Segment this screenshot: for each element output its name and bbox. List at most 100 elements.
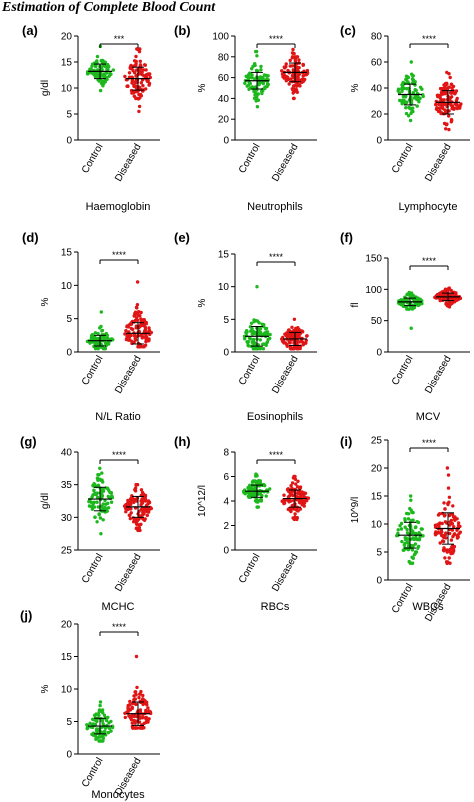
data-point <box>296 509 300 513</box>
data-point <box>409 326 413 330</box>
data-point <box>408 118 413 123</box>
data-point <box>85 726 90 731</box>
data-point <box>450 522 455 526</box>
data-point <box>259 498 263 502</box>
data-point <box>447 127 451 132</box>
data-point <box>133 80 137 84</box>
data-point <box>409 498 413 502</box>
data-point <box>249 486 253 491</box>
data-point <box>256 346 260 350</box>
y-tick-label: 35 <box>61 480 73 491</box>
data-point <box>417 96 421 100</box>
y-tick-label: 0 <box>376 136 382 147</box>
panel-b: (b) 0 20 40 60 80 100% Control Diseased **** Neutr… <box>174 23 317 213</box>
data-point <box>134 305 139 310</box>
data-point <box>438 109 442 113</box>
data-point <box>254 91 258 96</box>
data-point <box>395 534 399 538</box>
data-point <box>96 473 100 477</box>
y-axis-label: g/dl <box>40 80 51 96</box>
data-point <box>449 538 454 542</box>
panel-label: (d) <box>22 230 39 245</box>
data-point <box>134 522 139 526</box>
data-point <box>291 506 295 510</box>
data-point <box>99 324 103 329</box>
data-point <box>95 727 99 731</box>
data-point <box>91 493 95 497</box>
data-point <box>248 325 253 329</box>
data-point <box>135 280 140 284</box>
data-point <box>125 324 129 328</box>
data-point <box>418 535 422 539</box>
data-point <box>293 57 298 61</box>
data-point <box>148 710 153 714</box>
data-point <box>451 84 456 89</box>
y-tick-label: 30 <box>61 513 73 524</box>
data-point <box>286 498 290 503</box>
y-tick-label: 4 <box>223 497 229 508</box>
data-point <box>290 51 295 55</box>
data-point <box>447 72 451 76</box>
data-point <box>404 106 408 110</box>
data-point <box>280 69 284 73</box>
data-point <box>251 347 256 351</box>
data-point <box>411 293 415 297</box>
data-point <box>139 81 143 85</box>
data-point <box>111 68 116 72</box>
data-point <box>403 517 407 521</box>
data-point <box>134 63 138 68</box>
data-point <box>410 543 414 548</box>
y-tick-label: 10 <box>61 281 73 292</box>
data-point <box>146 508 150 512</box>
panel-label: (c) <box>340 23 356 38</box>
data-point <box>296 479 300 483</box>
data-point <box>301 502 305 506</box>
series-control <box>241 472 272 509</box>
y-tick-label: 40 <box>371 84 383 95</box>
panel-c: (c) 0 20 40 60 80% Control Diseased **** Lymphocy… <box>340 23 470 213</box>
data-point <box>453 291 458 295</box>
data-point <box>128 516 132 521</box>
data-point <box>265 82 270 86</box>
data-point <box>289 484 293 488</box>
data-point <box>147 717 151 721</box>
data-point <box>263 86 267 91</box>
data-point <box>285 343 289 347</box>
data-point <box>436 522 440 527</box>
data-point <box>440 530 444 534</box>
data-point <box>412 305 417 310</box>
data-point <box>450 512 455 517</box>
data-point <box>257 479 261 483</box>
data-point <box>434 107 439 111</box>
data-point <box>100 492 104 496</box>
data-point <box>96 483 101 487</box>
data-point <box>268 487 272 491</box>
data-point <box>256 329 261 333</box>
data-point <box>97 713 101 717</box>
y-tick-label: 40 <box>61 448 73 459</box>
data-point <box>137 526 141 530</box>
data-point <box>140 507 144 512</box>
data-point <box>254 68 259 73</box>
series-diseased <box>280 474 311 522</box>
data-point <box>451 91 456 95</box>
data-point <box>100 333 104 337</box>
data-point <box>91 501 95 505</box>
y-axis-label: 10^9/l <box>350 497 361 523</box>
panel-label: (h) <box>174 434 191 449</box>
data-point <box>296 344 300 348</box>
significance-label: **** <box>112 450 127 460</box>
data-point <box>137 109 141 114</box>
data-point <box>293 477 298 481</box>
data-point <box>134 483 138 487</box>
data-point <box>288 330 293 334</box>
significance-label: **** <box>422 34 437 44</box>
data-point <box>451 504 455 508</box>
data-point <box>125 84 129 89</box>
data-point <box>442 501 446 505</box>
panel-f: (f) 0 50 100 150 fl Control Diseased **** MCV <box>340 230 470 423</box>
panel-title: MCHC <box>102 601 135 613</box>
data-point <box>421 534 425 538</box>
y-tick-label: 20 <box>371 110 383 121</box>
